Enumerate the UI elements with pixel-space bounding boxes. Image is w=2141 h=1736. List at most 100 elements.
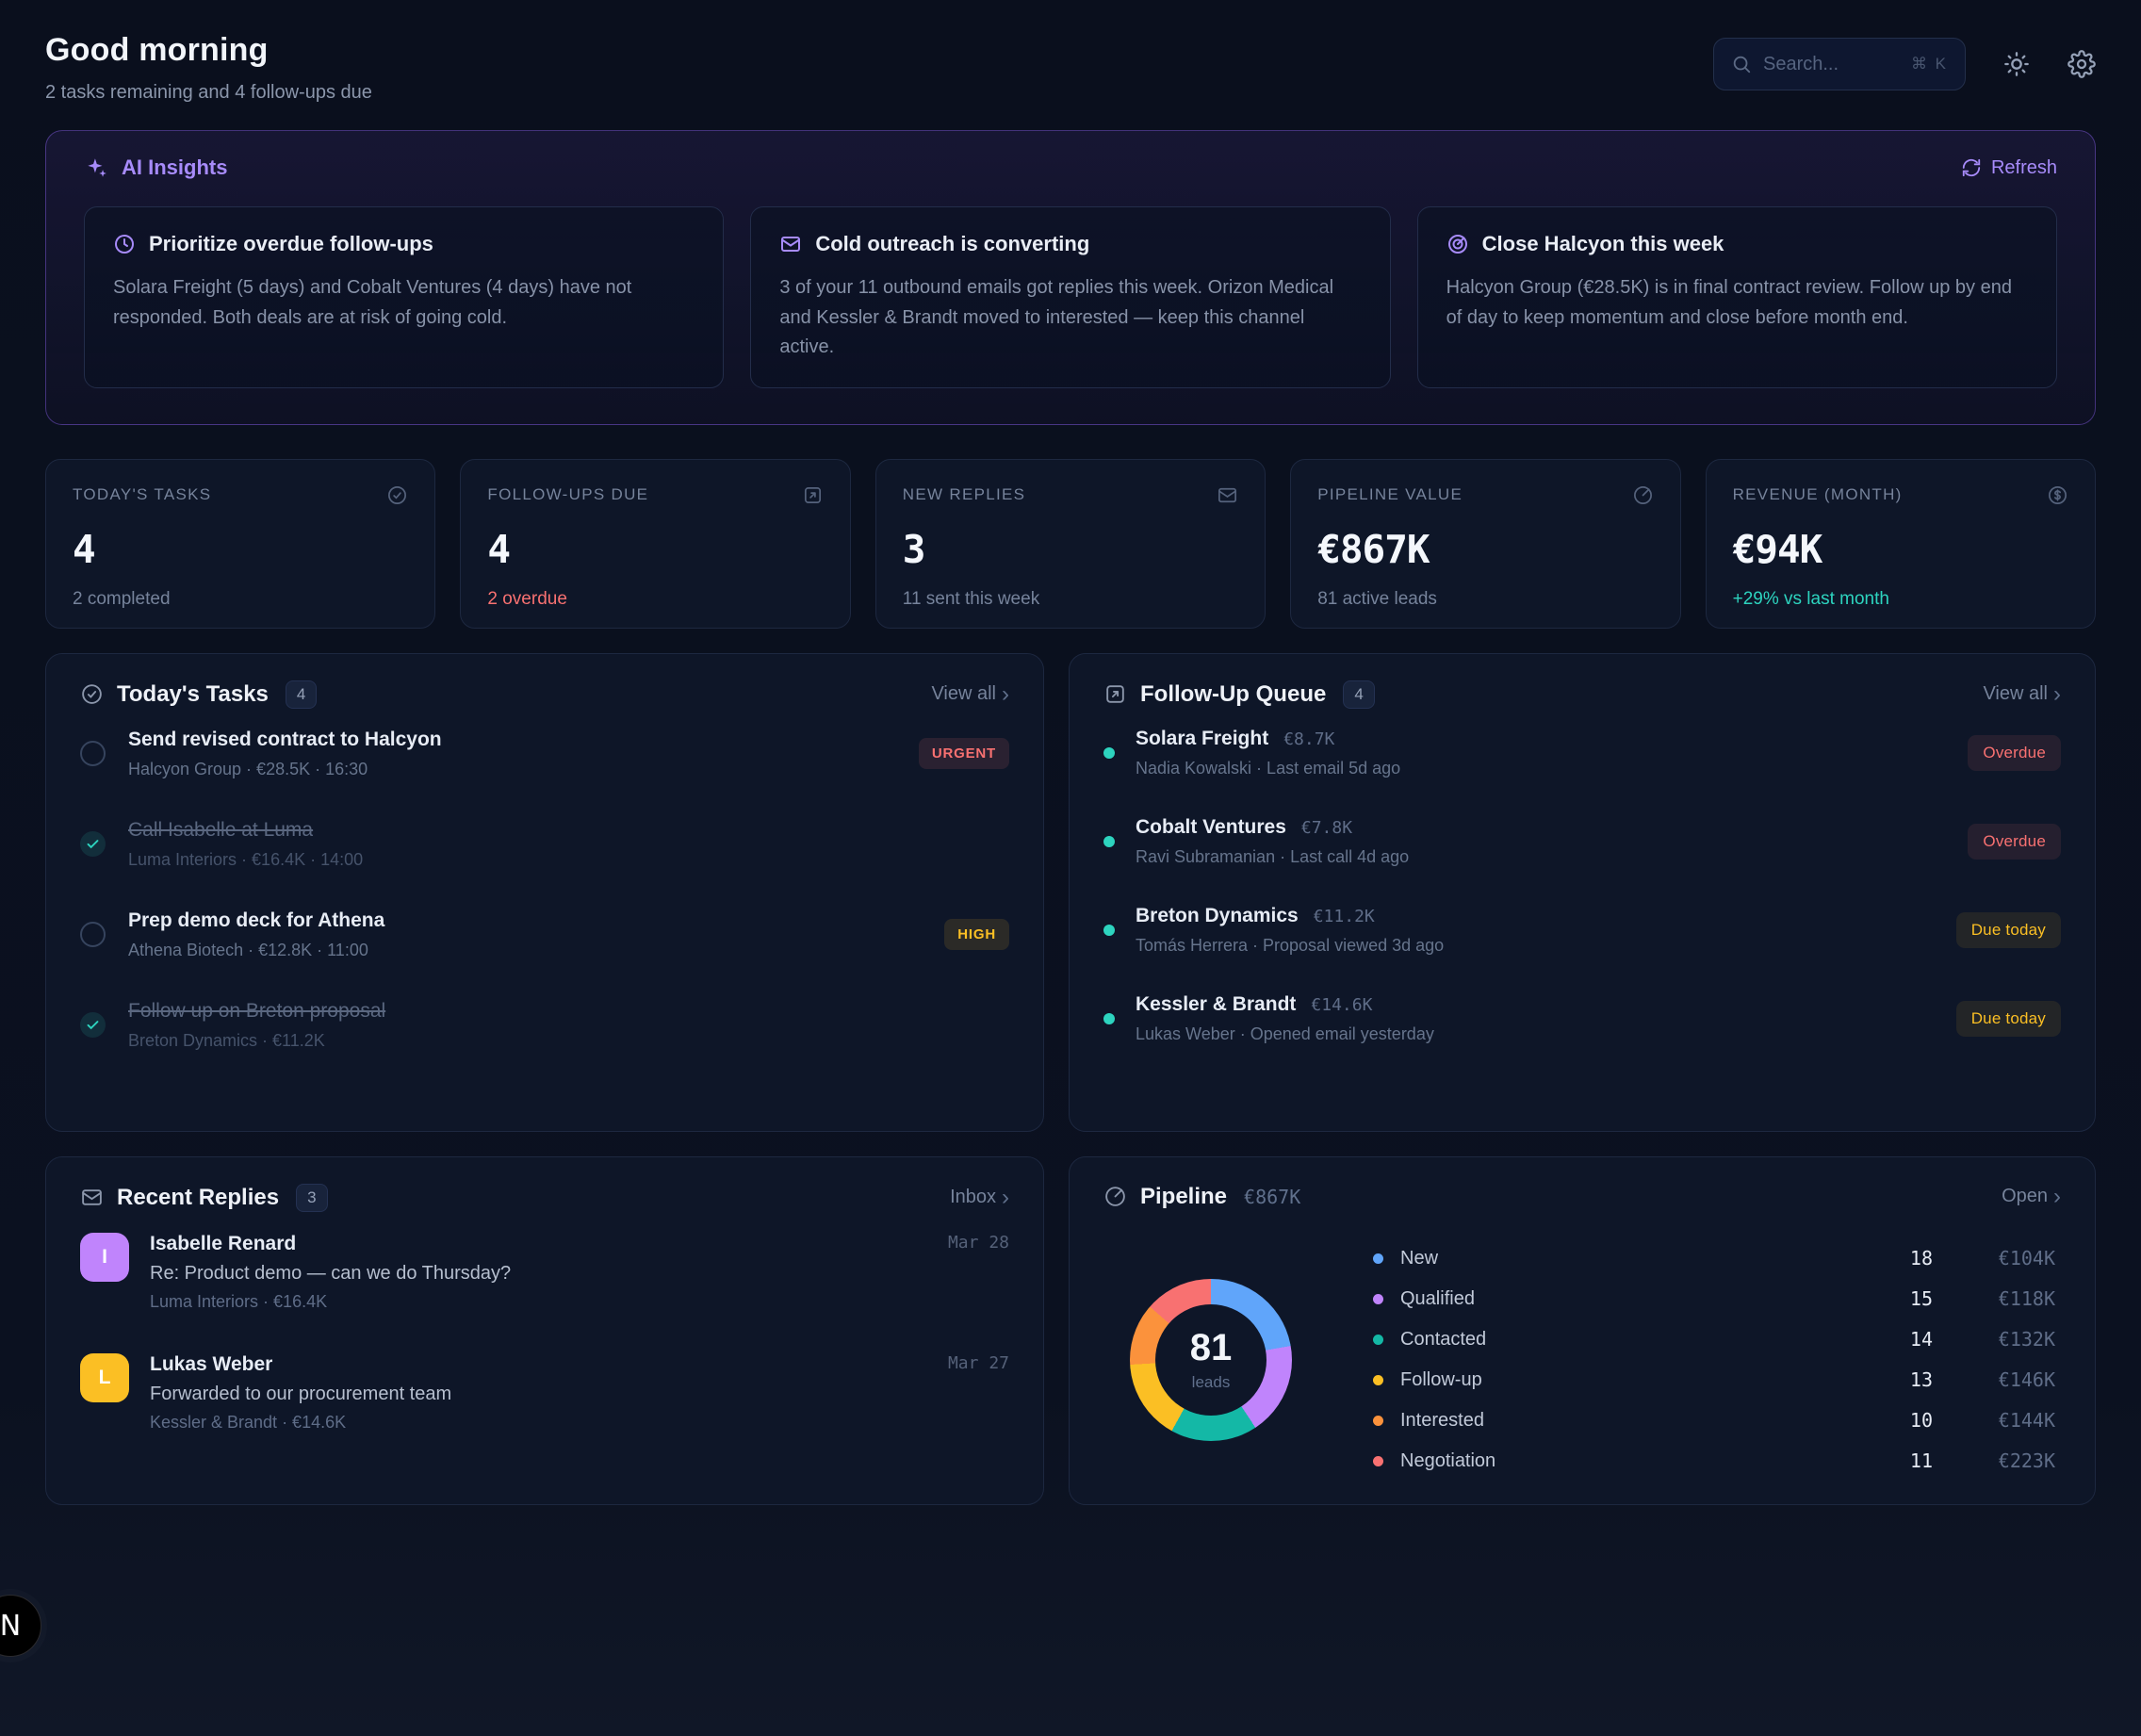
header: Good morning 2 tasks remaining and 4 fol… xyxy=(45,32,2096,104)
mail-icon xyxy=(1217,484,1238,506)
header-actions: ⌘ K xyxy=(1713,38,2096,90)
dashboard: Good morning 2 tasks remaining and 4 fol… xyxy=(45,32,2096,1505)
n-logo-icon: N xyxy=(0,1609,22,1643)
task-row[interactable]: Call Isabelle at Luma Luma Interiors · €… xyxy=(80,799,1009,890)
legend-row[interactable]: Contacted 14 €132K xyxy=(1373,1319,2055,1360)
refresh-button[interactable]: Refresh xyxy=(1961,157,2057,179)
panel-title: Pipeline xyxy=(1140,1183,1228,1209)
mail-icon xyxy=(779,233,802,255)
task-row[interactable]: Send revised contract to Halcyon Halcyon… xyxy=(80,709,1009,799)
chevron-right-icon: › xyxy=(1002,680,1009,707)
stat-followups-due[interactable]: FOLLOW-UPS DUE 4 2 overdue xyxy=(460,458,851,629)
search-box[interactable]: ⌘ K xyxy=(1713,38,1966,90)
task-row[interactable]: Prep demo deck for Athena Athena Biotech… xyxy=(80,890,1009,980)
followup-row[interactable]: Breton Dynamics €11.2K Tomás Herrera · Pr… xyxy=(1103,886,2061,974)
stat-revenue[interactable]: REVENUE (MONTH) €94K +29% vs last month xyxy=(1705,458,2096,629)
insight-title: Close Halcyon this week xyxy=(1481,232,1724,255)
avatar: I xyxy=(80,1232,129,1282)
target-icon xyxy=(1103,1185,1127,1208)
search-input[interactable] xyxy=(1763,53,1900,75)
reply-row[interactable]: L Lukas Weber Forwarded to our procureme… xyxy=(80,1333,1009,1453)
search-icon xyxy=(1731,54,1752,74)
followup-row[interactable]: Kessler & Brandt €14.6K Lukas Weber · Ope… xyxy=(1103,974,2061,1063)
task-checkbox[interactable] xyxy=(80,741,106,767)
view-all-followups-link[interactable]: View all › xyxy=(1983,680,2061,707)
insight-body: Solara Freight (5 days) and Cobalt Ventu… xyxy=(113,277,632,328)
pipeline-legend: New 18 €104K Qualified 15 €118K Contacte… xyxy=(1373,1238,2055,1482)
insight-card[interactable]: Prioritize overdue follow-ups Solara Fre… xyxy=(84,206,725,388)
open-pipeline-link[interactable]: Open › xyxy=(2002,1183,2061,1209)
followup-queue-panel: Follow-Up Queue 4 View all › Solara Freig… xyxy=(1069,652,2096,1132)
legend-dot xyxy=(1373,1374,1383,1385)
insight-title: Prioritize overdue follow-ups xyxy=(149,232,433,255)
chevron-right-icon: › xyxy=(2053,680,2061,707)
status-dot xyxy=(1103,746,1115,759)
panel-title: Recent Replies xyxy=(117,1184,280,1210)
legend-row[interactable]: New 18 €104K xyxy=(1373,1238,2055,1279)
legend-dot xyxy=(1373,1253,1383,1264)
reply-date: Mar 27 xyxy=(947,1352,1009,1373)
legend-dot xyxy=(1373,1455,1383,1466)
page-subtitle: 2 tasks remaining and 4 follow-ups due xyxy=(45,82,372,103)
view-all-tasks-link[interactable]: View all › xyxy=(931,680,1009,707)
mail-icon xyxy=(80,1186,104,1209)
settings-button[interactable] xyxy=(2067,50,2096,78)
inbox-link[interactable]: Inbox › xyxy=(950,1184,1009,1210)
legend-row[interactable]: Follow-up 13 €146K xyxy=(1373,1360,2055,1400)
stat-new-replies[interactable]: NEW REPLIES 3 11 sent this week xyxy=(874,458,1267,629)
task-row[interactable]: Follow up on Breton proposal Breton Dyna… xyxy=(80,980,1009,1071)
donut-center-value: 81 xyxy=(1189,1327,1233,1369)
legend-row[interactable]: Interested 10 €144K xyxy=(1373,1400,2055,1441)
check-circle-icon xyxy=(80,682,104,706)
dollar-circle-icon xyxy=(2047,484,2068,506)
stat-todays-tasks[interactable]: TODAY'S TASKS 4 2 completed xyxy=(45,458,436,629)
due-status-badge: Due today xyxy=(1955,1000,2061,1037)
stat-cards: TODAY'S TASKS 4 2 completed FOLLOW-UPS D… xyxy=(45,458,2096,629)
insight-card[interactable]: Cold outreach is converting 3 of your 11… xyxy=(750,206,1391,388)
external-link-icon xyxy=(1103,682,1127,706)
reply-row[interactable]: I Isabelle Renard Re: Product demo — can… xyxy=(80,1212,1009,1333)
chevron-right-icon: › xyxy=(1002,1184,1009,1210)
due-status-badge: Due today xyxy=(1955,911,2061,948)
avatar: L xyxy=(80,1352,129,1402)
insight-card[interactable]: Close Halcyon this week Halcyon Group (€… xyxy=(1416,206,2057,388)
task-count-badge: 4 xyxy=(285,680,318,709)
followup-row[interactable]: Cobalt Ventures €7.8K Ravi Subramanian · … xyxy=(1103,797,2061,886)
legend-row[interactable]: Negotiation 11 €223K xyxy=(1373,1441,2055,1482)
priority-badge: HIGH xyxy=(944,919,1009,951)
pipeline-panel: Pipeline €867K Open › 81 leads New 18 xyxy=(1069,1155,2096,1505)
ai-insights-panel: AI Insights Refresh Prioritize overdue f… xyxy=(45,130,2096,425)
panel-title: Today's Tasks xyxy=(117,680,269,707)
search-shortcut: ⌘ K xyxy=(1910,55,1948,73)
insight-title: Cold outreach is converting xyxy=(815,232,1090,255)
replies-count-badge: 3 xyxy=(296,1183,328,1212)
status-dot xyxy=(1103,835,1115,847)
due-status-badge: Overdue xyxy=(1968,734,2061,771)
legend-dot xyxy=(1373,1293,1383,1304)
due-status-badge: Overdue xyxy=(1968,823,2061,860)
task-checkbox-checked[interactable] xyxy=(80,1012,106,1039)
page-title: Good morning xyxy=(45,32,269,68)
refresh-icon xyxy=(1961,157,1982,178)
chevron-right-icon: › xyxy=(2053,1183,2061,1209)
panel-title: Follow-Up Queue xyxy=(1140,680,1327,707)
followup-count-badge: 4 xyxy=(1343,680,1375,709)
followup-row[interactable]: Solara Freight €8.7K Nadia Kowalski · Las… xyxy=(1103,709,2061,797)
brand-logo-button[interactable]: N xyxy=(0,1595,41,1657)
clock-icon xyxy=(113,233,136,255)
task-checkbox[interactable] xyxy=(80,922,106,948)
stat-pipeline-value[interactable]: PIPELINE VALUE €867K 81 active leads xyxy=(1290,458,1681,629)
legend-dot xyxy=(1373,1415,1383,1426)
donut-center-label: leads xyxy=(1191,1373,1231,1392)
legend-row[interactable]: Qualified 15 €118K xyxy=(1373,1279,2055,1319)
insight-body: Halcyon Group (€28.5K) is in final contr… xyxy=(1446,277,2012,328)
pipeline-donut: 81 leads xyxy=(1130,1278,1292,1441)
check-circle-icon xyxy=(386,484,408,506)
task-checkbox-checked[interactable] xyxy=(80,831,106,858)
reply-date: Mar 28 xyxy=(947,1232,1009,1253)
insight-body: 3 of your 11 outbound emails got replies… xyxy=(779,277,1334,358)
sparkles-icon xyxy=(84,156,108,180)
gear-icon xyxy=(2067,50,2096,78)
priority-badge: URGENT xyxy=(918,738,1009,770)
theme-toggle-button[interactable] xyxy=(2003,51,2030,77)
